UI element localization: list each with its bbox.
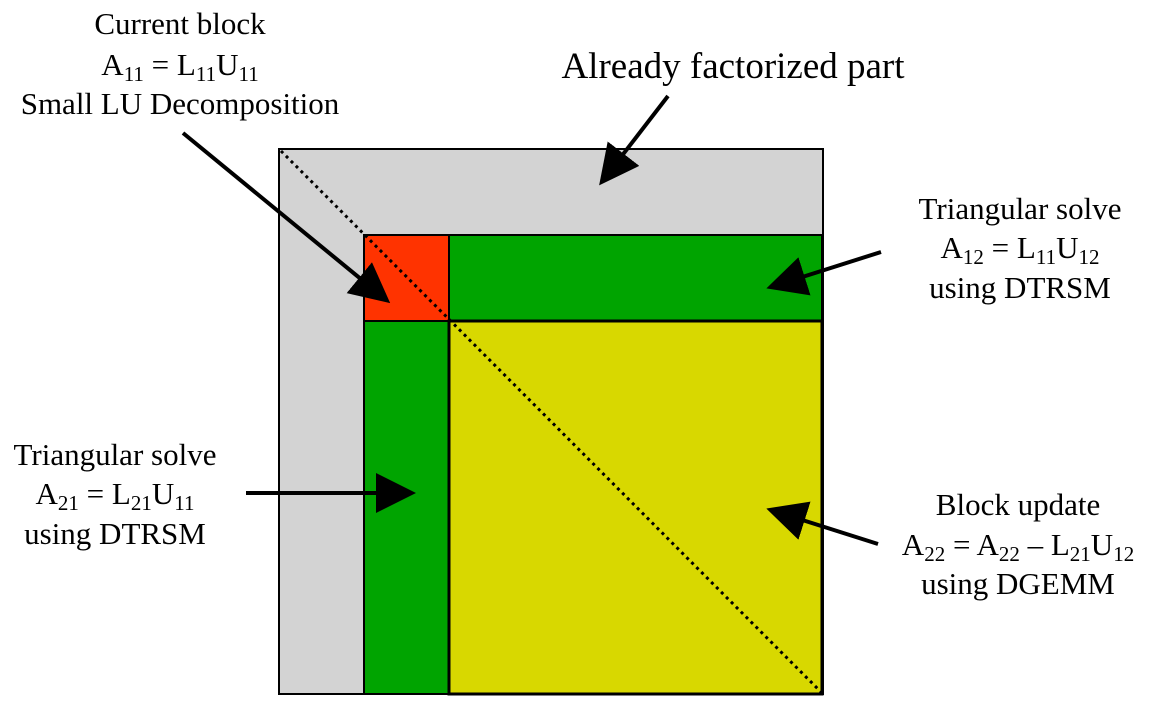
a21-title: Triangular solve	[14, 437, 217, 472]
arrow-current-block	[181, 131, 391, 304]
a11-current-block	[363, 234, 450, 322]
current-block-label: Current block A11 = L11U11 Small LU Deco…	[21, 6, 340, 121]
a22-equation: A22 = A22 – L21U12	[902, 527, 1134, 566]
diagonal-line	[279, 149, 823, 694]
a21-method: using DTRSM	[24, 516, 206, 551]
a12-label: Triangular solve A12 = L11U12 using DTRS…	[919, 191, 1122, 305]
arrow-a22	[766, 501, 879, 546]
current-block-title: Current block	[94, 6, 266, 41]
factorized-label: Already factorized part	[561, 46, 905, 87]
a22-label: Block update A22 = A22 – L21U12 using DG…	[902, 487, 1134, 601]
a12-equation: A12 = L11U12	[941, 230, 1100, 269]
a12-method: using DTRSM	[929, 270, 1111, 305]
current-block-equation: A11 = L11U11	[101, 47, 258, 86]
arrow-a12	[766, 250, 882, 296]
a21-equation: A21 = L21U11	[36, 476, 195, 515]
a22-update-block	[447, 319, 824, 696]
a21-panel	[363, 320, 450, 695]
a22-method: using DGEMM	[921, 566, 1115, 601]
a22-title: Block update	[936, 487, 1100, 522]
a12-panel	[448, 234, 823, 322]
arrow-factorized	[599, 94, 670, 186]
a12-title: Triangular solve	[919, 191, 1122, 226]
current-block-description: Small LU Decomposition	[21, 86, 340, 121]
a21-label: Triangular solve A21 = L21U11 using DTRS…	[14, 437, 217, 551]
